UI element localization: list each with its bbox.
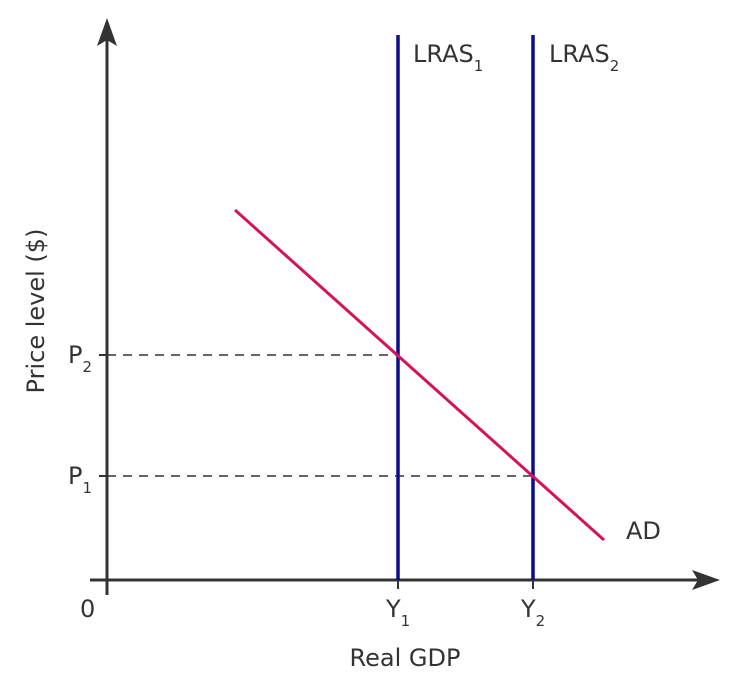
- p2-label: P2: [68, 341, 92, 376]
- p1-label: P1: [68, 462, 92, 497]
- y-axis-title: Price level ($): [22, 229, 50, 394]
- ad-label: AD: [626, 517, 661, 545]
- y2-label: Y2: [520, 595, 545, 630]
- x-axis-title: Real GDP: [350, 644, 461, 672]
- lras1-label: LRAS1: [413, 40, 483, 75]
- lras2-label: LRAS2: [549, 40, 619, 75]
- y1-label: Y1: [385, 595, 410, 630]
- y-axis-arrow-icon: [97, 18, 117, 46]
- x-axis-arrow-icon: [692, 570, 720, 590]
- ad-line: [234, 208, 605, 542]
- origin-label: 0: [80, 595, 95, 623]
